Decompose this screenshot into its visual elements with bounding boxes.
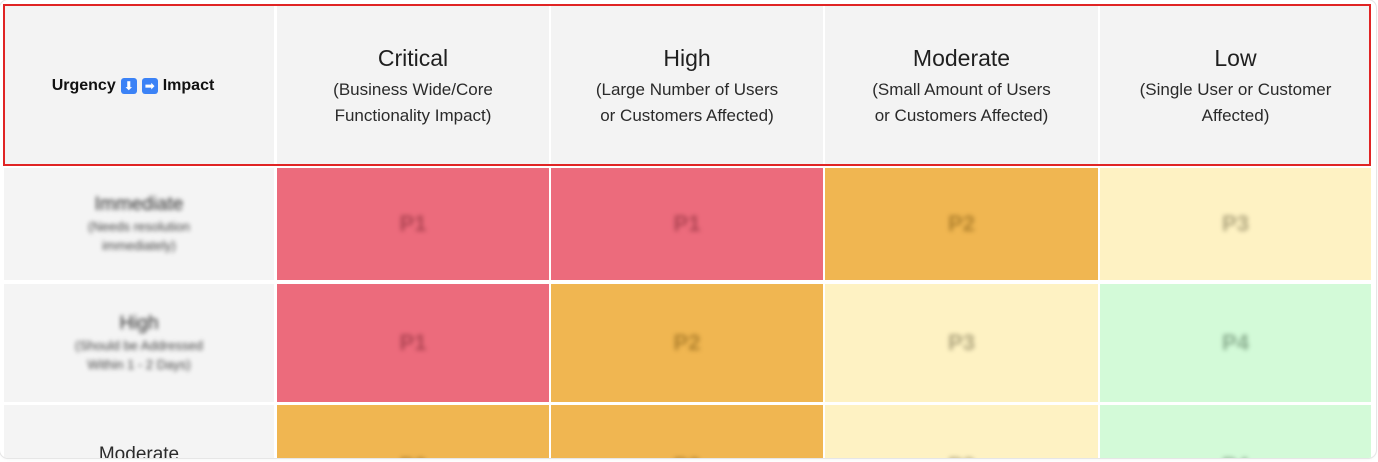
priority-label: P2 bbox=[400, 453, 427, 458]
priority-cell: P2 bbox=[551, 284, 823, 402]
row-subtitle-line-2: Within 1 - 2 Days) bbox=[87, 357, 191, 372]
priority-cell: P3 bbox=[1100, 168, 1371, 280]
row-title: Immediate bbox=[94, 194, 184, 215]
row-subtitle-line-1: (Needs resolution bbox=[88, 219, 190, 234]
priority-cell: P2 bbox=[825, 168, 1098, 280]
priority-label: P2 bbox=[673, 330, 701, 355]
priority-cell: P1 bbox=[551, 168, 823, 280]
column-subtitle-line-2: or Customers Affected) bbox=[874, 106, 1049, 125]
column-subtitle-line-2: Functionality Impact) bbox=[334, 106, 492, 125]
row-subtitle-line-1: (Should be Addressed bbox=[75, 338, 203, 353]
priority-cell: P2 bbox=[277, 405, 549, 458]
priority-label: P4 bbox=[1222, 453, 1249, 458]
priority-label: P2 bbox=[674, 453, 701, 458]
priority-label: P4 bbox=[1222, 330, 1249, 355]
column-title: High bbox=[663, 45, 711, 71]
column-subtitle-line-1: (Large Number of Users bbox=[595, 80, 779, 99]
priority-cell: P1 bbox=[277, 168, 549, 280]
priority-cell: P4 bbox=[1100, 405, 1371, 458]
column-title: Low bbox=[1214, 45, 1257, 71]
urgency-label: Urgency bbox=[51, 77, 116, 94]
header-corner-cell: Urgency ⬇ ➡ Impact bbox=[4, 6, 274, 166]
column-title: Moderate bbox=[912, 45, 1011, 71]
column-subtitle-line-2: or Customers Affected) bbox=[600, 106, 774, 125]
arrow-down-icon: ⬇ bbox=[120, 78, 137, 94]
header-critical: Critical (Business Wide/Core Functionali… bbox=[277, 6, 549, 166]
row-title: Moderate bbox=[98, 444, 180, 458]
column-subtitle-line-1: (Single User or Customer bbox=[1139, 80, 1332, 99]
row-subtitle-line-2: immediately) bbox=[102, 238, 176, 253]
priority-label: P1 bbox=[399, 211, 427, 236]
column-subtitle-line-1: (Business Wide/Core bbox=[333, 80, 493, 99]
priority-cell: P3 bbox=[825, 284, 1098, 402]
priority-cell: P3 bbox=[825, 405, 1098, 458]
header-moderate: Moderate (Small Amount of Users or Custo… bbox=[825, 6, 1098, 166]
column-subtitle-line-1: (Small Amount of Users bbox=[872, 80, 1051, 99]
header-low: Low (Single User or Customer Affected) bbox=[1100, 6, 1371, 166]
priority-label: P2 bbox=[948, 211, 975, 236]
column-subtitle-line-2: Affected) bbox=[1201, 106, 1270, 125]
row-label-moderate: Moderate bbox=[4, 405, 274, 458]
priority-label: P3 bbox=[948, 453, 975, 458]
header-high: High (Large Number of Users or Customers… bbox=[551, 6, 823, 166]
priority-label: P3 bbox=[1222, 211, 1249, 236]
priority-cell: P2 bbox=[551, 405, 823, 458]
priority-cell: P4 bbox=[1100, 284, 1371, 402]
row-title: High bbox=[119, 313, 159, 334]
priority-label: P1 bbox=[673, 211, 701, 236]
impact-label: Impact bbox=[162, 77, 215, 94]
priority-cell: P1 bbox=[277, 284, 549, 402]
priority-label: P3 bbox=[948, 330, 975, 355]
priority-label: P1 bbox=[399, 330, 427, 355]
column-title: Critical bbox=[377, 45, 449, 71]
row-label-immediate: Immediate (Needs resolution immediately) bbox=[4, 168, 274, 280]
arrow-right-icon: ➡ bbox=[141, 78, 158, 94]
urgency-impact-label: Urgency ⬇ ➡ Impact bbox=[51, 77, 215, 95]
row-label-high: High (Should be Addressed Within 1 - 2 D… bbox=[4, 284, 274, 402]
